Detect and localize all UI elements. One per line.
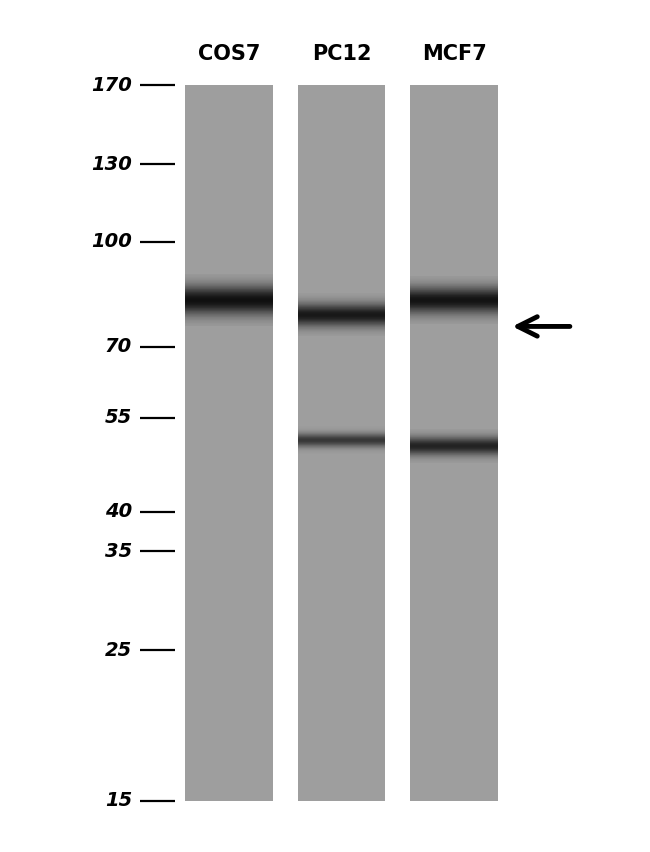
Text: 130: 130 — [91, 155, 132, 174]
Text: 55: 55 — [105, 408, 132, 428]
Bar — [185, 85, 273, 801]
Text: 40: 40 — [105, 502, 132, 521]
Text: 15: 15 — [105, 792, 132, 810]
Text: MCF7: MCF7 — [422, 44, 486, 64]
Text: 70: 70 — [105, 337, 132, 356]
Text: COS7: COS7 — [198, 44, 260, 64]
Text: PC12: PC12 — [312, 44, 371, 64]
Text: 25: 25 — [105, 641, 132, 659]
Text: 100: 100 — [91, 232, 132, 251]
Bar — [410, 85, 498, 801]
Text: 170: 170 — [91, 76, 132, 95]
Text: 35: 35 — [105, 542, 132, 561]
Bar — [298, 85, 385, 801]
